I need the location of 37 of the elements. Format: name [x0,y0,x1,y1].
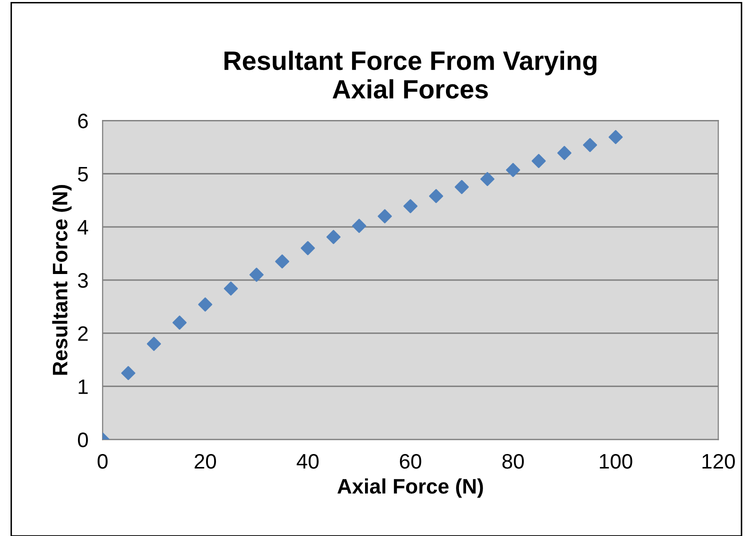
point [172,316,187,330]
y-tick-label: 6 [78,114,88,128]
y-tick-label: 3 [78,273,88,288]
point [608,130,623,144]
x-tick-label: 20 [194,454,216,469]
point [326,230,341,244]
x-tick-label: 40 [296,454,319,469]
point [480,172,494,186]
x-tick-label: 80 [502,454,524,469]
point [378,209,392,224]
point [582,138,598,152]
point [198,297,212,312]
point [146,336,161,351]
point [532,154,546,168]
x-tick-label: 60 [400,454,422,469]
y-tick-label: 2 [78,326,88,341]
point [121,366,136,380]
x-tick-label: 120 [702,454,735,469]
point [506,162,520,178]
y-tick-label: 4 [78,220,88,234]
point [224,282,238,296]
point [454,180,469,194]
point [275,254,290,269]
point [249,268,264,282]
y-tick-label: 0 [78,432,88,448]
y-tick-label: 1 [78,380,88,394]
point [557,146,572,160]
x-tick-label: 100 [600,454,632,469]
point [300,241,315,256]
point [403,199,418,214]
x-axis-title: Axial Force (N) [337,478,483,498]
point [352,218,366,233]
chart-title: Resultant Force From Varying Axial Forces [224,50,596,99]
y-tick-label: 5 [78,166,88,182]
point [429,189,444,204]
y-axis-title: Resultant Force (N) [52,185,72,375]
x-tick-label: 0 [98,454,108,469]
